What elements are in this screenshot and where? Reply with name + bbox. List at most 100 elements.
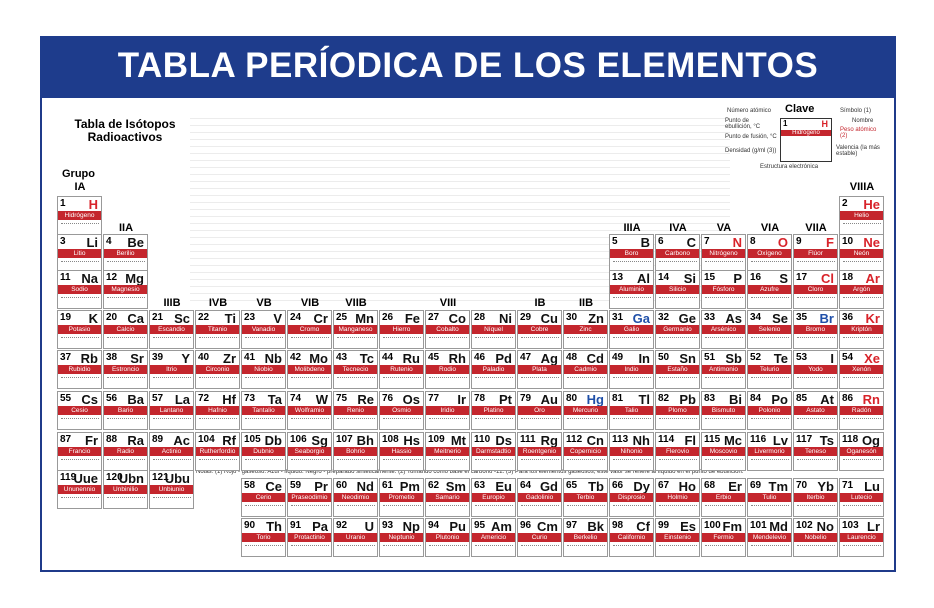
element-cell: 33 As Arsénico <box>701 310 746 349</box>
atomic-number: 98 <box>612 520 624 531</box>
element-symbol: Mo <box>309 351 328 366</box>
element-cell: 20 Ca Calcio <box>103 310 148 349</box>
element-name: Californio <box>610 533 653 542</box>
element-symbol: Bi <box>729 392 742 407</box>
element-name: Talio <box>610 406 653 415</box>
element-data <box>383 418 421 420</box>
element-data <box>797 261 835 263</box>
element-symbol: Ge <box>678 311 696 326</box>
atomic-number: 29 <box>520 312 532 323</box>
atomic-number: 4 <box>106 236 112 247</box>
element-cell: 2 He Helio <box>839 196 884 235</box>
atomic-number: 96 <box>520 520 532 531</box>
element-name: Cobalto <box>426 325 469 334</box>
element-name: Zinc <box>564 325 607 334</box>
group-label: VIIIA <box>849 181 875 193</box>
element-cell: 80 Hg Mercurio <box>563 391 608 430</box>
atomic-number: 24 <box>290 312 302 323</box>
atomic-number: 51 <box>704 352 716 363</box>
element-name: Silicio <box>656 285 699 294</box>
element-cell: 101 Md Mendelevio <box>747 518 792 557</box>
element-name: Nobelio <box>794 533 837 542</box>
element-data <box>61 261 99 263</box>
element-cell: 73 Ta Tantalio <box>241 391 286 430</box>
atomic-number: 5 <box>612 236 618 247</box>
atomic-number: 112 <box>566 434 583 445</box>
element-symbol: Ubn <box>118 471 144 486</box>
element-name: Plomo <box>656 406 699 415</box>
element-cell: 110 Ds Darmstadtio <box>471 432 516 471</box>
element-name: Hafnio <box>196 406 239 415</box>
element-name: Helio <box>840 211 883 220</box>
element-symbol: Cu <box>540 311 558 326</box>
element-symbol: Hg <box>586 392 604 407</box>
element-symbol: Rb <box>80 351 98 366</box>
element-cell: 45 Rh Rodio <box>425 350 470 389</box>
element-data <box>797 459 835 461</box>
element-data <box>291 337 329 339</box>
atomic-number: 28 <box>474 312 486 323</box>
element-name: Teneso <box>794 447 837 456</box>
element-symbol: H <box>88 197 98 212</box>
element-cell: 48 Cd Cadmio <box>563 350 608 389</box>
atomic-number: 113 <box>612 434 629 445</box>
atomic-number: 73 <box>244 393 256 404</box>
element-data <box>521 459 559 461</box>
element-symbol: Fr <box>85 433 98 448</box>
element-symbol: Md <box>769 519 788 534</box>
element-symbol: B <box>640 235 650 250</box>
element-cell: 88 Ra Radio <box>103 432 148 471</box>
atomic-number: 81 <box>612 393 624 404</box>
element-data <box>429 459 467 461</box>
element-symbol: Pr <box>314 479 328 494</box>
element-name: Actinio <box>150 447 193 456</box>
element-data <box>475 459 513 461</box>
atomic-number: 10 <box>842 236 854 247</box>
element-cell: 47 Ag Plata <box>517 350 562 389</box>
element-symbol: Th <box>266 519 282 534</box>
element-cell: 24 Cr Cromo <box>287 310 332 349</box>
atomic-number: 120 <box>106 472 123 483</box>
element-name: Roentgenio <box>518 447 561 456</box>
element-cell: 7 N Nitrógeno <box>701 234 746 273</box>
element-data <box>751 418 789 420</box>
atomic-number: 119 <box>60 472 77 483</box>
element-data <box>567 337 605 339</box>
atomic-number: 36 <box>842 312 854 323</box>
element-symbol: Kr <box>865 311 880 326</box>
element-name: Mercurio <box>564 406 607 415</box>
element-symbol: Hs <box>403 433 420 448</box>
element-symbol: Tb <box>588 479 604 494</box>
element-name: Calcio <box>104 325 147 334</box>
element-cell: 31 Ga Galio <box>609 310 654 349</box>
element-cell: 120 Ubn Unbinilio <box>103 470 148 509</box>
element-data <box>291 505 329 507</box>
element-name: Lutecio <box>840 493 883 502</box>
element-cell: 67 Ho Holmio <box>655 478 700 517</box>
key-name-label: Nombre <box>852 118 874 124</box>
element-data <box>429 377 467 379</box>
element-cell: 72 Hf Hafnio <box>195 391 240 430</box>
element-symbol: Pa <box>312 519 328 534</box>
element-data <box>291 545 329 547</box>
element-name: Americio <box>472 533 515 542</box>
element-data <box>291 459 329 461</box>
atomic-number: 50 <box>658 352 670 363</box>
element-cell: 115 Mc Moscovio <box>701 432 746 471</box>
atomic-number: 110 <box>474 434 491 445</box>
atomic-number: 1 <box>60 198 66 209</box>
element-symbol: Rn <box>862 392 880 407</box>
element-symbol: Sm <box>445 479 466 494</box>
element-name: Moscovio <box>702 447 745 456</box>
element-data <box>337 505 375 507</box>
key-symbol: H <box>821 119 829 129</box>
element-data <box>843 337 881 339</box>
element-name: Osmio <box>380 406 423 415</box>
group-label: IIB <box>578 297 594 309</box>
atomic-number: 85 <box>796 393 808 404</box>
element-data <box>705 261 743 263</box>
element-symbol: He <box>863 197 880 212</box>
element-name: Torio <box>242 533 285 542</box>
atomic-number: 45 <box>428 352 440 363</box>
element-symbol: Og <box>861 433 880 448</box>
